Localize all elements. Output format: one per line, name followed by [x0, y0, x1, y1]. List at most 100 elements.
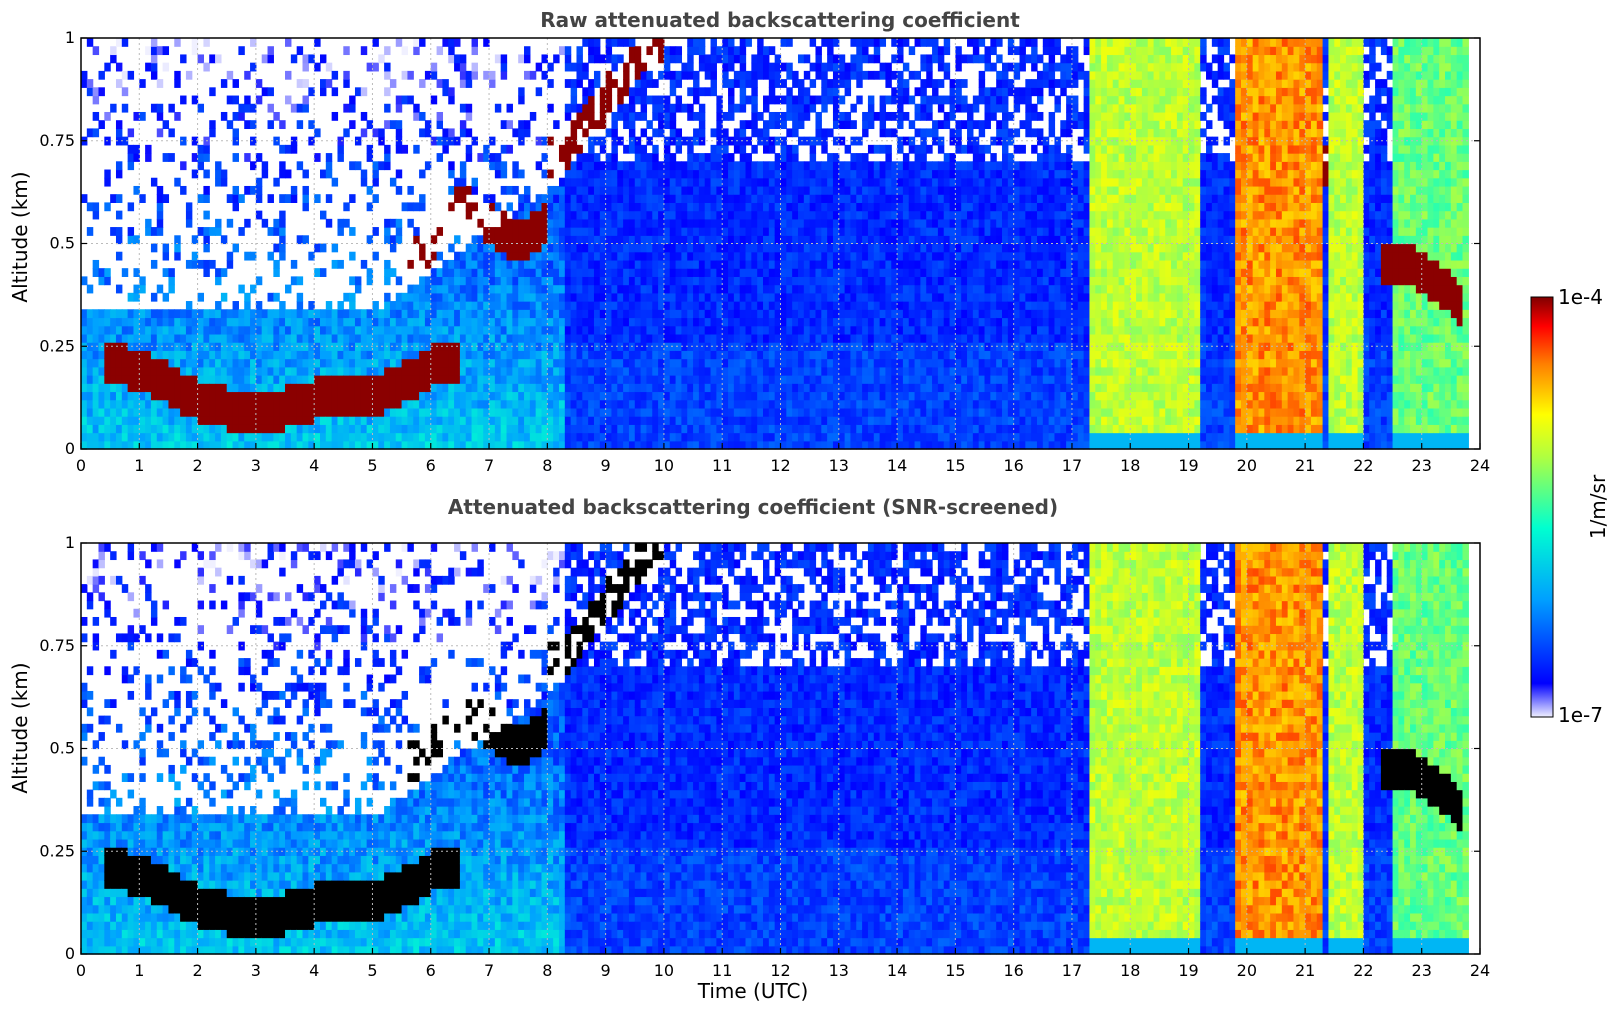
heatmap-cell	[734, 326, 740, 335]
heatmap-cell	[390, 433, 396, 442]
heatmap-cell	[442, 334, 448, 343]
heatmap-cell	[798, 194, 804, 203]
heatmap-cell	[227, 416, 233, 425]
heatmap-cell	[746, 391, 752, 400]
heatmap-cell	[448, 285, 454, 294]
heatmap-cell	[629, 178, 635, 187]
heatmap-cell	[576, 202, 582, 211]
heatmap-cell	[740, 424, 746, 433]
heatmap-cell	[792, 334, 798, 343]
heatmap-cell	[611, 54, 617, 63]
heatmap-cell	[635, 416, 641, 425]
heatmap-cell	[751, 161, 757, 170]
heatmap-cell	[757, 46, 763, 55]
heatmap-cell	[378, 408, 384, 417]
heatmap-cell	[920, 359, 926, 368]
heatmap-cell	[565, 211, 571, 220]
heatmap-cell	[845, 63, 851, 72]
heatmap-cell	[815, 186, 821, 195]
heatmap-cell	[751, 194, 757, 203]
heatmap-cell	[868, 145, 874, 154]
heatmap-cell	[740, 54, 746, 63]
heatmap-cell	[565, 244, 571, 253]
heatmap-cell	[203, 317, 209, 326]
heatmap-cell	[81, 350, 87, 359]
heatmap-cell	[646, 400, 652, 409]
heatmap-cell	[606, 161, 612, 170]
heatmap-cell	[238, 391, 244, 400]
heatmap-cell	[711, 317, 717, 326]
heatmap-cell	[769, 260, 775, 269]
heatmap-cell	[687, 334, 693, 343]
heatmap-cell	[582, 71, 588, 80]
heatmap-cell	[576, 400, 582, 409]
heatmap-cell	[168, 383, 174, 392]
heatmap-cell	[664, 309, 670, 318]
heatmap-cell	[536, 326, 542, 335]
heatmap-cell	[472, 178, 478, 187]
heatmap-cell	[227, 317, 233, 326]
heatmap-cell	[850, 334, 856, 343]
heatmap-cell	[495, 276, 501, 285]
heatmap-cell	[227, 334, 233, 343]
heatmap-cell	[885, 260, 891, 269]
heatmap-cell	[279, 235, 285, 244]
heatmap-cell	[355, 375, 361, 384]
heatmap-cell	[821, 219, 827, 228]
heatmap-cell	[827, 383, 833, 392]
heatmap-cell	[798, 375, 804, 384]
heatmap-cell	[751, 87, 757, 96]
heatmap-cell	[810, 367, 816, 376]
heatmap-cell	[168, 433, 174, 442]
heatmap-cell	[268, 87, 274, 96]
heatmap-cell	[664, 383, 670, 392]
heatmap-cell	[646, 317, 652, 326]
heatmap-cell	[104, 383, 110, 392]
heatmap-cell	[617, 408, 623, 417]
heatmap-cell	[699, 334, 705, 343]
heatmap-cell	[530, 71, 536, 80]
heatmap-cell	[763, 375, 769, 384]
heatmap-cell	[711, 416, 717, 425]
heatmap-cell	[885, 235, 891, 244]
heatmap-cell	[903, 400, 909, 409]
heatmap-cell	[402, 301, 408, 310]
heatmap-cell	[582, 260, 588, 269]
heatmap-cell	[466, 293, 472, 302]
heatmap-cell	[664, 120, 670, 129]
heatmap-cell	[337, 350, 343, 359]
heatmap-cell	[349, 120, 355, 129]
heatmap-cell	[862, 416, 868, 425]
heatmap-cell	[641, 194, 647, 203]
heatmap-cell	[903, 301, 909, 310]
heatmap-cell	[559, 350, 565, 359]
heatmap-cell	[256, 334, 262, 343]
heatmap-cell	[705, 54, 711, 63]
heatmap-cell	[559, 416, 565, 425]
heatmap-cell	[874, 145, 880, 154]
heatmap-cell	[233, 137, 239, 146]
heatmap-cell	[646, 424, 652, 433]
heatmap-cell	[885, 153, 891, 162]
heatmap-cell	[897, 391, 903, 400]
heatmap-cell	[448, 317, 454, 326]
heatmap-cell	[110, 400, 116, 409]
heatmap-cell	[786, 293, 792, 302]
heatmap-cell	[862, 276, 868, 285]
heatmap-cell	[203, 367, 209, 376]
heatmap-cell	[413, 104, 419, 113]
heatmap-cell	[93, 350, 99, 359]
heatmap-cell	[180, 309, 186, 318]
heatmap-cell	[553, 433, 559, 442]
heatmap-cell	[337, 153, 343, 162]
heatmap-cell	[827, 400, 833, 409]
heatmap-cell	[693, 367, 699, 376]
heatmap-cell	[874, 252, 880, 261]
heatmap-cell	[402, 359, 408, 368]
heatmap-cell	[781, 153, 787, 162]
heatmap-cell	[746, 400, 752, 409]
heatmap-cell	[611, 211, 617, 220]
heatmap-cell	[606, 46, 612, 55]
heatmap-cell	[827, 153, 833, 162]
heatmap-cell	[734, 334, 740, 343]
